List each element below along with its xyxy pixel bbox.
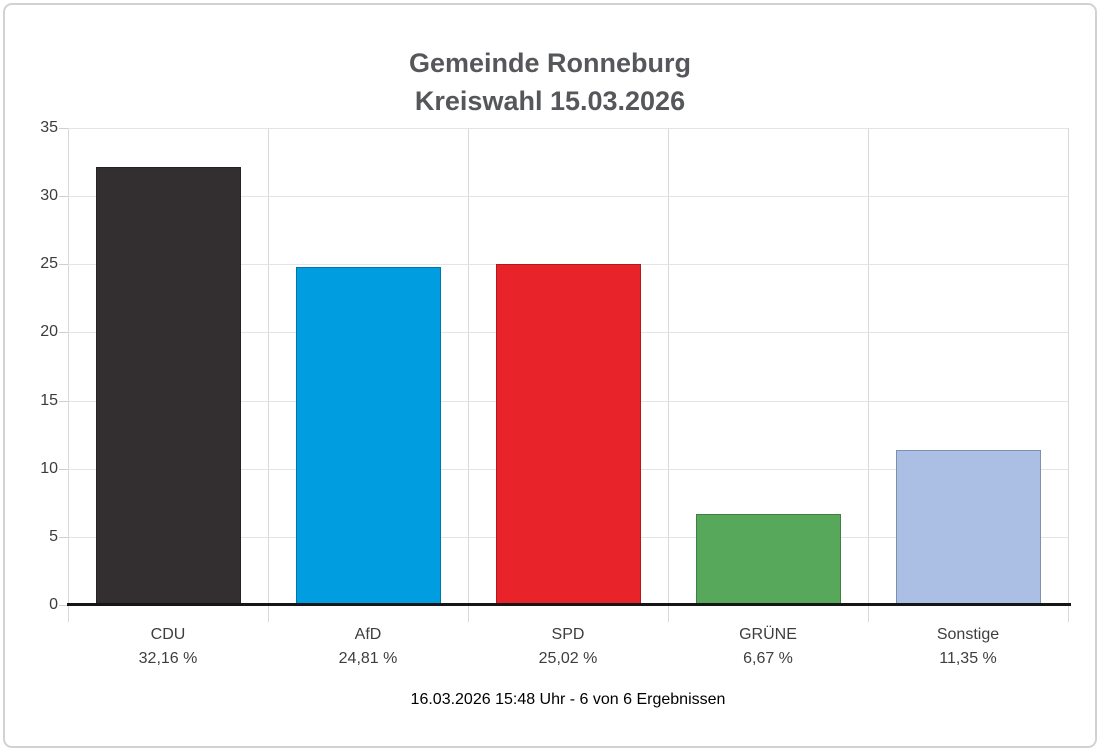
y-tick xyxy=(59,196,68,198)
x-gridline xyxy=(868,128,869,622)
category-percentage: 11,35 % xyxy=(939,650,997,667)
chart-title-line2: Kreiswahl 15.03.2026 xyxy=(414,86,686,116)
bar-cdu xyxy=(95,166,241,605)
category-percentage: 25,02 % xyxy=(538,650,598,667)
y-tick xyxy=(59,332,68,334)
y-axis-label: 35 xyxy=(40,119,58,136)
y-axis-label: 0 xyxy=(49,596,58,613)
category-label-cdu: CDU 32,16 % xyxy=(68,626,268,668)
bar-afd xyxy=(295,266,441,605)
category-name: GRÜNE xyxy=(739,626,797,643)
y-tick xyxy=(59,400,68,402)
category-name: Sonstige xyxy=(936,626,1000,643)
bar-spd xyxy=(495,264,641,605)
y-axis-label: 5 xyxy=(49,527,58,545)
category-name: CDU xyxy=(150,626,186,643)
x-gridline xyxy=(668,128,669,622)
chart-title-line1: Gemeinde Ronneburg xyxy=(408,48,692,78)
x-axis-line xyxy=(67,603,1071,606)
x-gridline xyxy=(468,128,469,622)
category-label-grüne: GRÜNE 6,67 % xyxy=(668,626,868,668)
y-tick xyxy=(59,128,68,129)
category-percentage: 32,16 % xyxy=(138,650,198,667)
y-tick xyxy=(59,264,68,266)
x-gridline xyxy=(68,128,69,622)
x-gridline xyxy=(268,128,269,622)
category-name: AfD xyxy=(354,626,382,643)
bar-sonstige xyxy=(895,450,1041,605)
bar-grüne xyxy=(695,514,841,605)
y-axis-label: 25 xyxy=(40,255,58,273)
y-gridline xyxy=(68,128,1068,129)
y-axis-label: 10 xyxy=(40,459,58,477)
category-label-spd: SPD 25,02 % xyxy=(468,626,668,668)
category-label-sonstige: Sonstige 11,35 % xyxy=(868,626,1068,668)
category-percentage: 24,81 % xyxy=(338,650,398,667)
y-axis-label: 20 xyxy=(40,323,58,341)
category-percentage: 6,67 % xyxy=(743,650,793,667)
y-tick xyxy=(59,468,68,470)
x-gridline xyxy=(1068,128,1069,622)
y-tick xyxy=(59,605,68,606)
category-label-afd: AfD 24,81 % xyxy=(268,626,468,668)
chart-title: Gemeinde Ronneburg Kreiswahl 15.03.2026 xyxy=(0,44,1100,120)
y-axis-label: 30 xyxy=(40,187,58,205)
chart-footer: 16.03.2026 15:48 Uhr - 6 von 6 Ergebniss… xyxy=(410,691,726,708)
y-gridline xyxy=(68,196,1068,198)
y-axis-label: 15 xyxy=(40,391,58,409)
y-tick xyxy=(59,536,68,538)
category-name: SPD xyxy=(551,626,585,643)
